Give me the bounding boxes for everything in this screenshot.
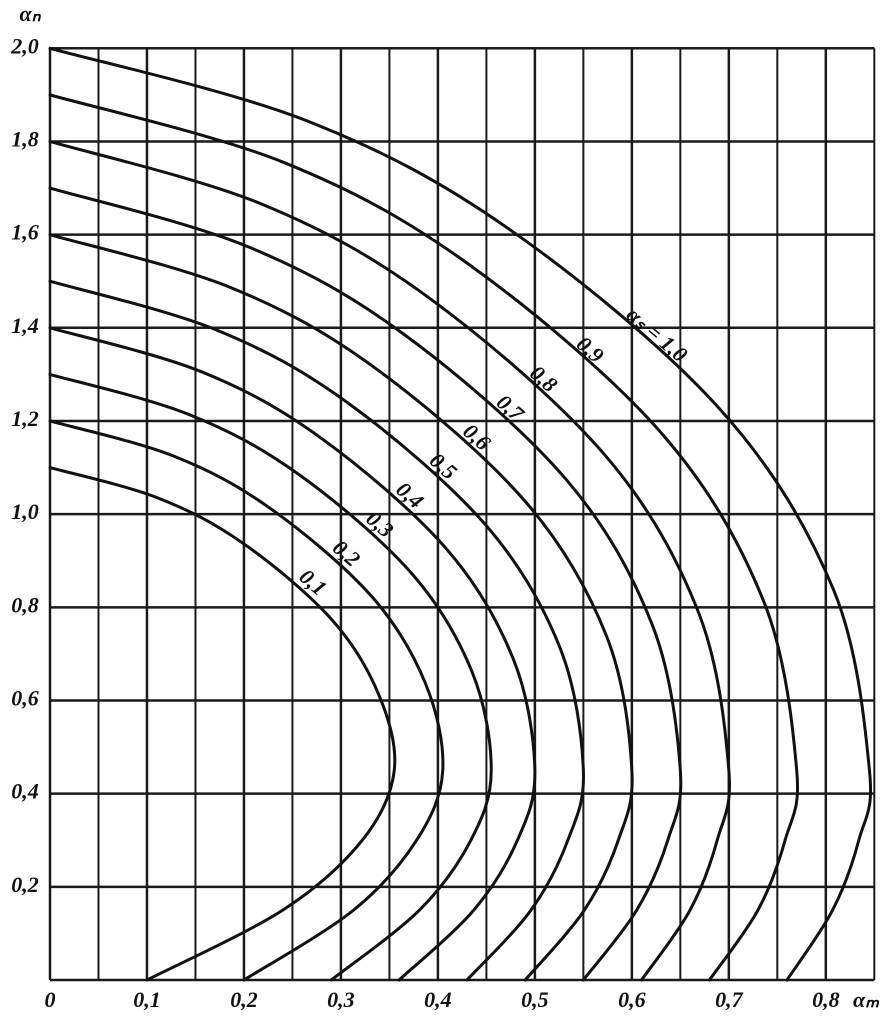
x-tick-label: 0 bbox=[45, 987, 56, 1012]
series-label: 0,1 bbox=[295, 564, 332, 601]
x-tick-label: 0,1 bbox=[133, 987, 161, 1012]
y-tick-label: 0,2 bbox=[11, 872, 39, 897]
x-tick-label: 0,3 bbox=[327, 987, 355, 1012]
x-tick-label: 0,5 bbox=[521, 987, 549, 1012]
curve bbox=[48, 186, 683, 982]
y-tick-label: 1,8 bbox=[11, 127, 39, 152]
curve bbox=[48, 233, 634, 982]
series-label: 0,9 bbox=[572, 331, 609, 368]
y-axis-label: αₙ bbox=[20, 1, 42, 26]
x-tick-label: 0,6 bbox=[618, 987, 646, 1012]
x-axis-label: αₘ bbox=[853, 987, 880, 1012]
series-label: 0,6 bbox=[458, 418, 495, 455]
series-label: 0,2 bbox=[328, 535, 365, 572]
curve bbox=[48, 93, 799, 982]
y-tick-label: 1,6 bbox=[11, 220, 39, 245]
y-tick-label: 1,4 bbox=[11, 313, 39, 338]
x-tick-label: 0,2 bbox=[230, 987, 258, 1012]
y-tick-label: 0,8 bbox=[11, 592, 39, 617]
curve bbox=[48, 139, 731, 982]
x-tick-label: 0,4 bbox=[424, 987, 452, 1012]
y-tick-label: 0,4 bbox=[11, 779, 39, 804]
y-tick-label: 2,0 bbox=[10, 33, 39, 58]
series-label: 0,5 bbox=[425, 447, 462, 484]
y-tick-label: 1,2 bbox=[11, 406, 39, 431]
x-tick-label: 0,7 bbox=[715, 987, 744, 1012]
series-label: 0,8 bbox=[525, 360, 562, 397]
curve bbox=[48, 326, 537, 982]
y-tick-label: 0,6 bbox=[11, 686, 39, 711]
x-tick-label: 0,8 bbox=[812, 987, 840, 1012]
curve bbox=[48, 466, 397, 982]
curve bbox=[48, 279, 585, 982]
y-tick-label: 1,0 bbox=[11, 499, 39, 524]
curve bbox=[48, 372, 493, 982]
curve bbox=[48, 46, 873, 982]
curve bbox=[48, 419, 445, 982]
series-label: 0,4 bbox=[391, 477, 428, 514]
series-label: 0,3 bbox=[361, 506, 398, 543]
